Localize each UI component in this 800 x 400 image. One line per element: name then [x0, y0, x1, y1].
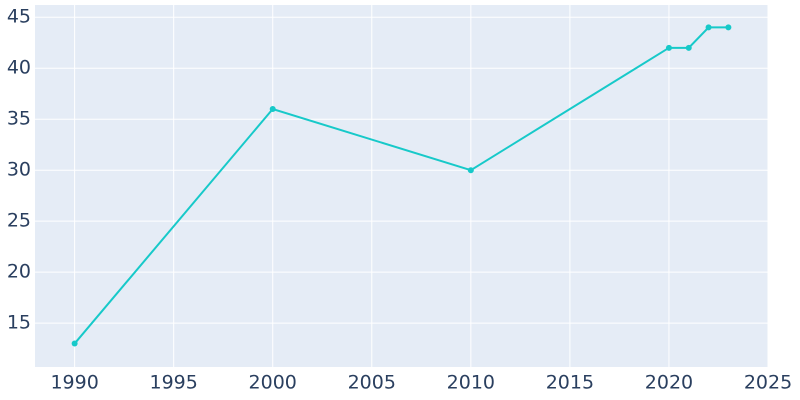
x-tick-label: 2000 — [249, 372, 297, 394]
y-tick-label: 30 — [7, 159, 31, 181]
x-tick-label: 1990 — [50, 372, 98, 394]
y-tick-label: 40 — [7, 57, 31, 79]
plot-background — [35, 5, 768, 367]
point — [725, 24, 732, 31]
point — [685, 44, 692, 51]
x-tick-label: 2005 — [348, 372, 396, 394]
y-tick-label: 15 — [7, 312, 31, 334]
y-tick-label: 45 — [7, 6, 31, 28]
x-tick-label: 2025 — [744, 372, 792, 394]
y-tick-label: 35 — [7, 108, 31, 130]
x-tick-label: 1995 — [149, 372, 197, 394]
y-tick-label: 20 — [7, 261, 31, 283]
point — [665, 44, 672, 51]
point — [269, 106, 276, 113]
x-tick-label: 2010 — [447, 372, 495, 394]
x-tick-label: 2020 — [645, 372, 693, 394]
y-tick-label: 25 — [7, 210, 31, 232]
x-tick-label: 2015 — [546, 372, 594, 394]
point — [467, 167, 474, 174]
point — [705, 24, 712, 31]
point — [71, 340, 78, 347]
